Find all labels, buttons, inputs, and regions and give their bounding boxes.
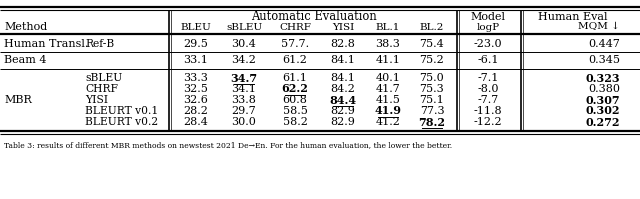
Text: logP: logP	[476, 22, 500, 31]
Text: 60.8: 60.8	[283, 95, 307, 105]
Text: -11.8: -11.8	[474, 106, 502, 116]
Text: Human Transl.: Human Transl.	[4, 39, 88, 49]
Text: 0.345: 0.345	[588, 55, 620, 65]
Text: BLEU: BLEU	[180, 22, 211, 31]
Text: 77.3: 77.3	[420, 106, 444, 116]
Text: 61.1: 61.1	[283, 73, 307, 83]
Text: 57.7.: 57.7.	[281, 39, 309, 49]
Text: 33.1: 33.1	[184, 55, 209, 65]
Text: -12.2: -12.2	[474, 117, 502, 127]
Text: 34.2: 34.2	[232, 55, 257, 65]
Text: BL.2: BL.2	[420, 22, 444, 31]
Text: 82.8: 82.8	[331, 39, 355, 49]
Text: 32.5: 32.5	[184, 84, 209, 94]
Text: 82.9: 82.9	[331, 106, 355, 116]
Text: 75.0: 75.0	[420, 73, 444, 83]
Text: 34.7: 34.7	[230, 72, 257, 84]
Text: 58.2: 58.2	[283, 117, 307, 127]
Text: Model: Model	[470, 12, 506, 22]
Text: Method: Method	[4, 22, 47, 32]
Text: 75.2: 75.2	[420, 55, 444, 65]
Text: YISI: YISI	[85, 95, 108, 105]
Text: 84.1: 84.1	[331, 55, 355, 65]
Text: BLEURT v0.2: BLEURT v0.2	[85, 117, 158, 127]
Text: 84.2: 84.2	[331, 84, 355, 94]
Text: sBLEU: sBLEU	[226, 22, 262, 31]
Text: 82.9: 82.9	[331, 117, 355, 127]
Text: MQM ↓: MQM ↓	[578, 22, 620, 31]
Text: Table 3: results of different MBR methods on newstest 2021 De→En. For the human : Table 3: results of different MBR method…	[4, 141, 452, 149]
Text: 84.4: 84.4	[330, 95, 356, 105]
Text: 75.3: 75.3	[420, 84, 444, 94]
Text: Ref-B: Ref-B	[85, 39, 114, 49]
Text: 30.4: 30.4	[232, 39, 257, 49]
Text: 84.1: 84.1	[331, 73, 355, 83]
Text: 41.5: 41.5	[376, 95, 401, 105]
Text: -23.0: -23.0	[474, 39, 502, 49]
Text: 28.4: 28.4	[184, 117, 209, 127]
Text: -8.0: -8.0	[477, 84, 499, 94]
Text: 33.3: 33.3	[184, 73, 209, 83]
Text: 34.1: 34.1	[232, 84, 257, 94]
Text: 41.2: 41.2	[376, 117, 401, 127]
Text: CHRF: CHRF	[85, 84, 118, 94]
Text: 58.5: 58.5	[283, 106, 307, 116]
Text: Beam 4: Beam 4	[4, 55, 47, 65]
Text: 62.2: 62.2	[282, 84, 308, 95]
Text: 29.5: 29.5	[184, 39, 209, 49]
Text: 33.8: 33.8	[232, 95, 257, 105]
Text: 0.323: 0.323	[586, 72, 620, 84]
Text: BLEURT v0.1: BLEURT v0.1	[85, 106, 158, 116]
Text: -7.1: -7.1	[477, 73, 499, 83]
Text: BL.1: BL.1	[376, 22, 400, 31]
Text: YISI: YISI	[332, 22, 354, 31]
Text: MBR: MBR	[4, 95, 32, 105]
Text: 40.1: 40.1	[376, 73, 401, 83]
Text: 0.307: 0.307	[586, 95, 620, 105]
Text: 0.380: 0.380	[588, 84, 620, 94]
Text: 61.2: 61.2	[283, 55, 307, 65]
Text: 41.9: 41.9	[374, 105, 401, 116]
Text: 0.272: 0.272	[586, 116, 620, 128]
Text: 29.7: 29.7	[232, 106, 257, 116]
Text: sBLEU: sBLEU	[85, 73, 122, 83]
Text: 41.7: 41.7	[376, 84, 401, 94]
Text: 38.3: 38.3	[376, 39, 401, 49]
Text: -7.7: -7.7	[477, 95, 499, 105]
Text: 75.1: 75.1	[420, 95, 444, 105]
Text: Human Eval: Human Eval	[538, 12, 607, 22]
Text: 0.447: 0.447	[588, 39, 620, 49]
Text: 78.2: 78.2	[419, 116, 445, 128]
Text: 28.2: 28.2	[184, 106, 209, 116]
Text: 75.4: 75.4	[420, 39, 444, 49]
Text: -6.1: -6.1	[477, 55, 499, 65]
Text: 30.0: 30.0	[232, 117, 257, 127]
Text: CHRF: CHRF	[279, 22, 311, 31]
Text: 32.6: 32.6	[184, 95, 209, 105]
Text: Automatic Evaluation: Automatic Evaluation	[251, 11, 377, 23]
Text: 0.302: 0.302	[586, 105, 620, 116]
Text: 41.1: 41.1	[376, 55, 401, 65]
